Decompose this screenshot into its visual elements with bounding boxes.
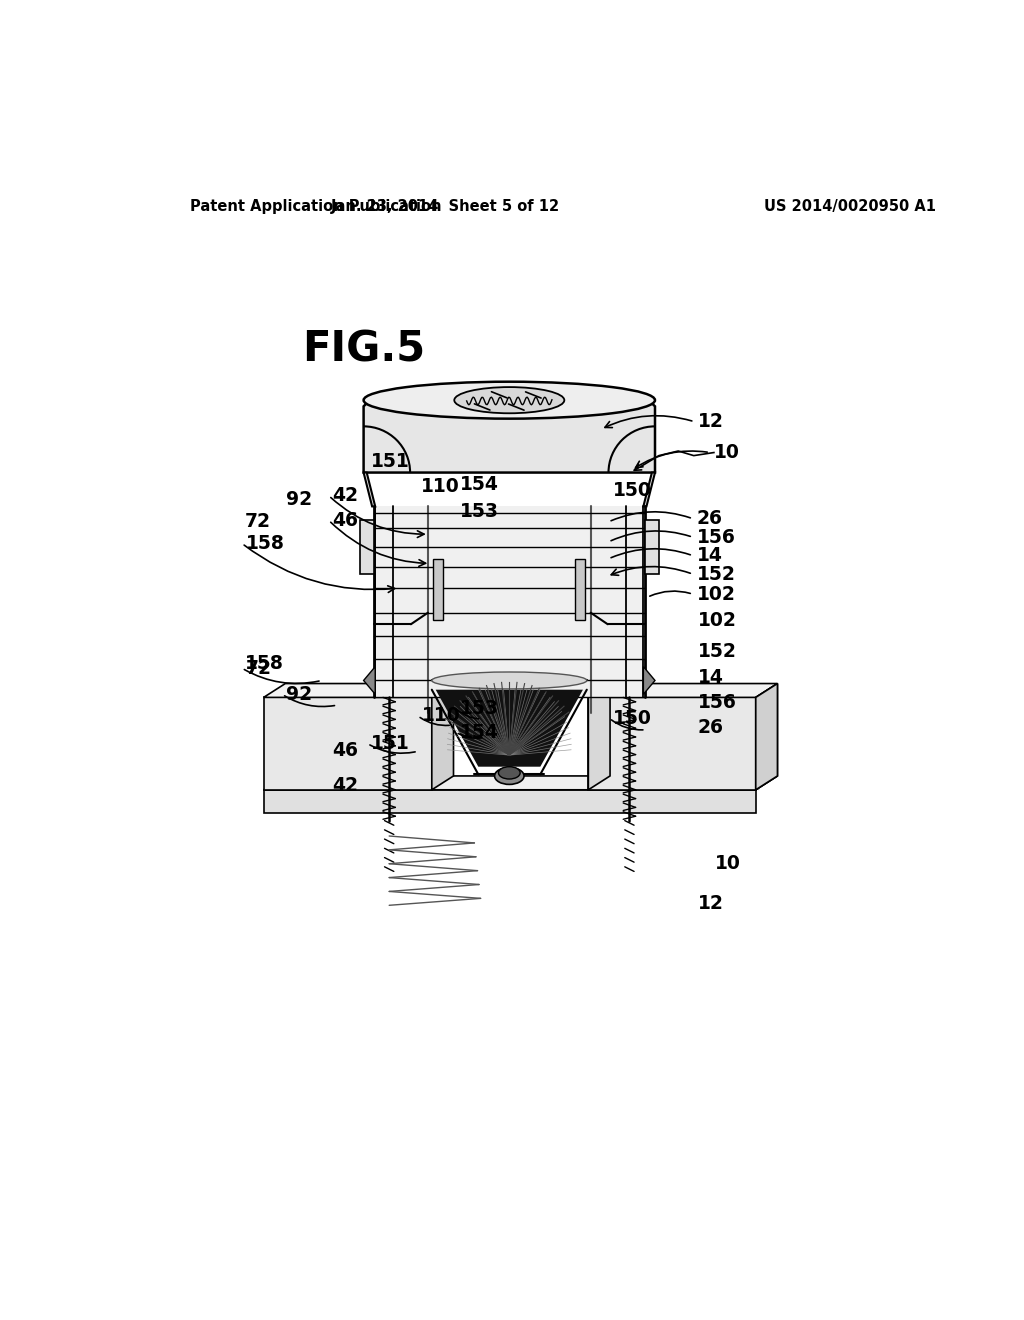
Polygon shape: [643, 667, 655, 694]
Polygon shape: [359, 520, 374, 574]
Polygon shape: [433, 558, 443, 620]
Text: 158: 158: [246, 533, 285, 553]
Ellipse shape: [495, 767, 524, 784]
Text: 10: 10: [714, 444, 739, 462]
Text: 152: 152: [697, 643, 736, 661]
Polygon shape: [589, 684, 777, 697]
Polygon shape: [435, 689, 583, 767]
Text: 26: 26: [697, 510, 723, 528]
Text: 110: 110: [421, 477, 460, 496]
Text: 151: 151: [372, 451, 410, 470]
Text: 92: 92: [286, 685, 312, 704]
Text: 158: 158: [245, 653, 284, 673]
Polygon shape: [364, 667, 375, 694]
Text: 72: 72: [245, 512, 271, 532]
Text: 26: 26: [697, 718, 724, 737]
Text: Patent Application Publication: Patent Application Publication: [190, 198, 441, 214]
Text: 42: 42: [333, 776, 358, 796]
Text: 152: 152: [697, 565, 735, 583]
Polygon shape: [643, 473, 655, 507]
Text: 153: 153: [460, 698, 499, 718]
Text: 102: 102: [697, 611, 736, 630]
Polygon shape: [645, 520, 658, 574]
Text: FIG.5: FIG.5: [302, 329, 426, 371]
Polygon shape: [756, 684, 777, 789]
Polygon shape: [364, 473, 375, 507]
Ellipse shape: [432, 672, 587, 689]
Polygon shape: [575, 558, 586, 620]
Polygon shape: [589, 684, 610, 789]
Text: 154: 154: [460, 722, 499, 742]
Text: 10: 10: [715, 854, 740, 874]
Text: 150: 150: [613, 709, 652, 727]
Polygon shape: [756, 684, 777, 789]
Polygon shape: [432, 684, 454, 789]
Polygon shape: [364, 389, 655, 473]
Text: 46: 46: [333, 511, 358, 529]
Text: US 2014/0020950 A1: US 2014/0020950 A1: [764, 198, 936, 214]
Text: 14: 14: [697, 546, 723, 565]
Polygon shape: [374, 507, 645, 697]
Polygon shape: [263, 697, 432, 789]
Polygon shape: [263, 684, 454, 697]
Polygon shape: [263, 789, 756, 813]
Text: 12: 12: [697, 894, 724, 913]
Text: 92: 92: [286, 490, 312, 510]
Text: 46: 46: [333, 741, 358, 760]
Text: 156: 156: [697, 693, 736, 713]
Text: 151: 151: [372, 734, 410, 754]
Text: 42: 42: [333, 486, 358, 506]
Polygon shape: [263, 776, 777, 789]
Ellipse shape: [364, 381, 655, 418]
Ellipse shape: [499, 767, 520, 779]
Text: 150: 150: [613, 480, 652, 500]
Text: 12: 12: [698, 412, 724, 432]
Text: Jan. 23, 2014  Sheet 5 of 12: Jan. 23, 2014 Sheet 5 of 12: [331, 198, 560, 214]
Text: 154: 154: [460, 475, 499, 494]
Text: 156: 156: [697, 528, 735, 546]
Polygon shape: [589, 697, 756, 789]
Text: 153: 153: [460, 502, 499, 520]
Text: 72: 72: [246, 659, 271, 677]
Ellipse shape: [455, 387, 564, 413]
Text: 110: 110: [422, 706, 461, 726]
Text: 14: 14: [697, 668, 724, 686]
Text: 102: 102: [697, 585, 735, 603]
